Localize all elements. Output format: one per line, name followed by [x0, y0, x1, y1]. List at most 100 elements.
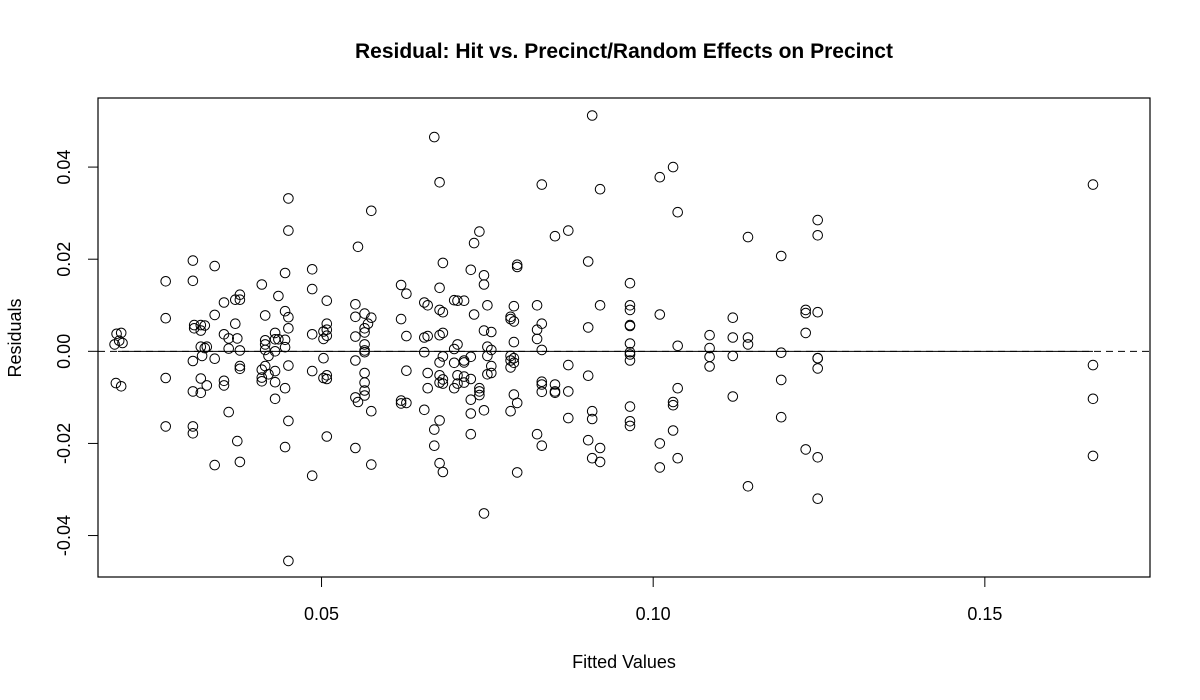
data-point	[187, 255, 199, 266]
data-point	[434, 329, 445, 341]
data-point	[306, 365, 318, 377]
data-point	[505, 350, 516, 362]
data-point	[187, 386, 199, 397]
x-tick-label: 0.15	[967, 604, 1002, 624]
data-point	[232, 435, 243, 447]
data-point	[549, 379, 561, 390]
data-point	[109, 339, 120, 350]
data-point	[667, 425, 679, 436]
data-point	[196, 350, 208, 362]
data-point	[1087, 450, 1099, 462]
y-tick-label: 0.04	[54, 150, 74, 185]
data-point	[478, 279, 490, 290]
data-point	[283, 311, 294, 323]
data-point	[362, 318, 374, 330]
data-point	[437, 257, 449, 269]
data-point	[350, 355, 361, 366]
data-point	[434, 457, 445, 469]
data-point	[667, 396, 679, 408]
data-point	[279, 441, 291, 453]
data-point	[458, 371, 470, 382]
data-point	[209, 459, 220, 471]
data-point	[401, 288, 412, 300]
data-point	[458, 295, 470, 307]
data-point	[234, 289, 246, 301]
data-point	[259, 344, 271, 356]
data-point	[536, 440, 548, 452]
data-point	[672, 382, 684, 394]
data-point	[111, 328, 122, 340]
data-point	[474, 389, 485, 401]
data-point	[188, 323, 200, 334]
data-point	[437, 306, 449, 318]
data-point	[812, 230, 824, 241]
data-point	[269, 393, 281, 405]
data-point	[218, 297, 230, 308]
data-point	[429, 424, 440, 435]
data-point	[259, 339, 271, 350]
data-point	[359, 377, 370, 388]
y-tick-label: -0.02	[54, 423, 74, 464]
data-point	[115, 381, 127, 392]
data-point	[478, 508, 490, 519]
chart-title: Residual: Hit vs. Precinct/Random Effect…	[355, 40, 893, 63]
data-point	[536, 379, 548, 390]
data-point	[654, 309, 666, 320]
data-point	[359, 385, 370, 396]
data-point	[452, 370, 463, 381]
data-point	[434, 282, 445, 294]
data-point	[704, 361, 715, 372]
data-point	[468, 309, 480, 320]
data-point	[201, 380, 213, 391]
data-point	[269, 365, 281, 377]
data-point	[452, 339, 463, 350]
data-point	[437, 374, 449, 385]
data-point	[582, 370, 594, 382]
data-point	[812, 214, 824, 226]
data-point	[366, 459, 377, 470]
data-point	[366, 205, 377, 217]
data-point	[269, 346, 281, 357]
data-point	[110, 377, 122, 389]
data-point	[594, 456, 606, 468]
data-point	[474, 386, 485, 397]
data-point	[582, 434, 594, 446]
data-point	[536, 179, 548, 190]
data-point	[366, 312, 377, 324]
data-point	[800, 307, 812, 319]
data-point	[775, 250, 787, 262]
data-point	[505, 405, 516, 417]
data-point	[624, 349, 636, 360]
data-point	[1087, 179, 1099, 190]
data-point	[531, 300, 543, 311]
data-point	[727, 312, 739, 324]
data-point	[508, 352, 520, 364]
data-point	[117, 337, 128, 349]
data-point	[395, 395, 407, 406]
data-point	[531, 428, 543, 440]
data-point	[223, 333, 234, 344]
data-point	[486, 344, 497, 356]
data-point	[306, 264, 318, 275]
data-point	[199, 320, 211, 331]
data-point	[437, 466, 449, 478]
data-point	[586, 413, 598, 425]
data-point	[1087, 393, 1099, 405]
data-point	[672, 340, 684, 352]
data-point	[505, 313, 516, 325]
data-point	[209, 260, 220, 272]
data-point	[419, 404, 430, 416]
data-point	[654, 462, 666, 473]
data-point	[624, 320, 636, 332]
plot-frame	[97, 97, 1151, 578]
data-point	[263, 369, 274, 380]
data-point	[259, 310, 271, 321]
data-point	[742, 231, 754, 243]
data-point	[508, 336, 520, 348]
data-point	[352, 396, 364, 408]
data-point	[279, 341, 291, 353]
data-point	[505, 355, 516, 366]
data-point	[269, 327, 281, 339]
data-point	[511, 259, 523, 271]
data-point	[230, 318, 241, 330]
